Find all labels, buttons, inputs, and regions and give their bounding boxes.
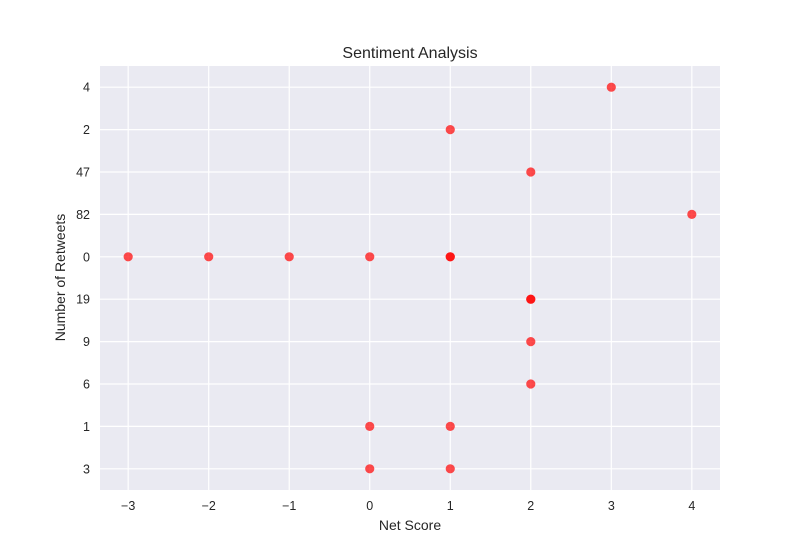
y-tick-label: 2 bbox=[83, 123, 90, 137]
x-tick-labels: −3 −2 −1 0 1 2 3 4 bbox=[121, 499, 695, 513]
x-tick-label: 4 bbox=[688, 499, 695, 513]
y-gridlines bbox=[100, 86, 720, 470]
data-points bbox=[123, 82, 697, 474]
data-point bbox=[526, 294, 536, 304]
data-point bbox=[445, 464, 455, 474]
plot-area bbox=[100, 66, 720, 490]
data-point bbox=[526, 167, 536, 177]
data-point bbox=[445, 252, 455, 262]
data-point bbox=[123, 252, 133, 262]
y-axis-label: Number of Retweets bbox=[52, 214, 68, 342]
y-tick-label: 4 bbox=[83, 81, 90, 95]
x-tick-label: 1 bbox=[447, 499, 454, 513]
data-point bbox=[284, 252, 294, 262]
x-tick-label: −2 bbox=[202, 499, 216, 513]
y-tick-label: 1 bbox=[83, 420, 90, 434]
x-tick-label: 0 bbox=[366, 499, 373, 513]
data-point bbox=[365, 464, 375, 474]
data-point bbox=[687, 209, 697, 219]
y-tick-label: 0 bbox=[83, 250, 90, 264]
x-tick-label: −1 bbox=[282, 499, 296, 513]
x-tick-label: −3 bbox=[121, 499, 135, 513]
x-tick-label: 3 bbox=[608, 499, 615, 513]
data-point bbox=[365, 252, 375, 262]
data-point bbox=[445, 125, 455, 135]
y-tick-label: 47 bbox=[76, 166, 90, 180]
chart-title: Sentiment Analysis bbox=[342, 45, 477, 62]
y-tick-label: 6 bbox=[83, 378, 90, 392]
y-tick-label: 19 bbox=[76, 293, 90, 307]
data-point bbox=[445, 421, 455, 431]
x-axis-label: Net Score bbox=[379, 517, 441, 533]
x-gridlines bbox=[127, 66, 693, 490]
data-point bbox=[606, 82, 616, 92]
y-tick-labels: 3 1 6 9 19 0 82 47 2 4 bbox=[76, 81, 90, 477]
data-point bbox=[204, 252, 214, 262]
y-tick-label: 3 bbox=[83, 462, 90, 476]
x-tick-label: 2 bbox=[527, 499, 534, 513]
data-point bbox=[526, 379, 536, 389]
data-point bbox=[365, 421, 375, 431]
data-point bbox=[526, 337, 536, 347]
y-tick-label: 9 bbox=[83, 335, 90, 349]
y-tick-label: 82 bbox=[76, 208, 90, 222]
